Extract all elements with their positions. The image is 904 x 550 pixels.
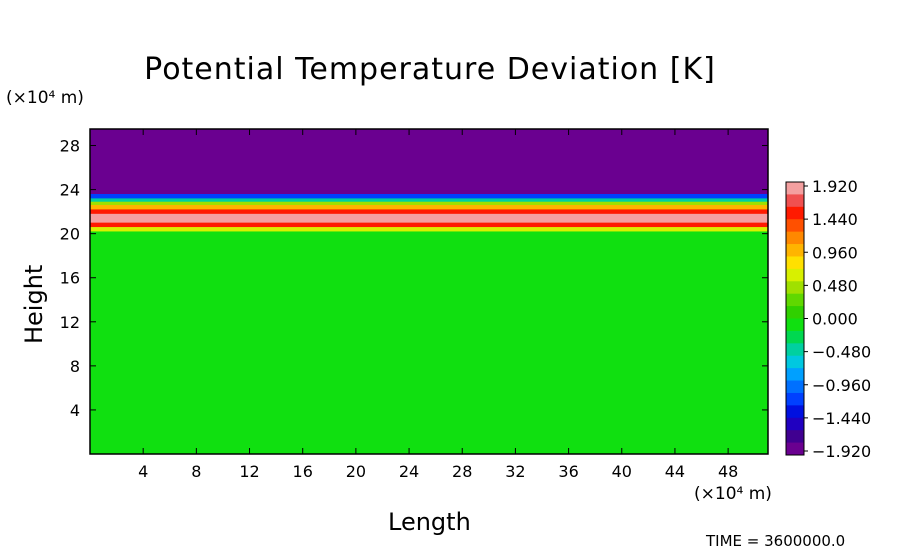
field-band [90,194,768,200]
temperature-field [90,129,768,454]
colorbar-swatch [786,405,804,419]
colorbar-swatch [786,442,804,456]
colorbar-label: 0.960 [812,243,858,262]
colorbar-swatch [786,219,804,233]
y-axis: 4 8 12 16 20 24 28 [60,137,768,420]
x-tick-label: 8 [191,462,201,481]
x-tick-label: 36 [558,462,578,481]
plot-frame [89,128,769,455]
colorbar-label: 0.000 [812,310,858,329]
colorbar-swatch [786,318,804,332]
colorbar-swatch [786,293,804,307]
x-axis-label: Length [388,508,471,536]
field-band [90,198,768,203]
colorbar-label: −0.480 [812,343,871,362]
field-band [90,209,768,215]
colorbar-swatch [786,355,804,369]
x-tick-label: 20 [346,462,366,481]
colorbar-swatch [786,206,804,220]
colorbar-swatch [786,392,804,406]
field-band [90,213,768,224]
x-tick-label: 40 [612,462,632,481]
colorbar-label: −1.440 [812,409,871,428]
colorbar-swatch [786,417,804,431]
y-tick-label: 28 [60,137,80,156]
colorbar-swatch [786,343,804,357]
colorbar-swatch [786,368,804,381]
colorbar-swatch [786,268,804,282]
colorbar-label: −1.920 [812,442,871,461]
field-band [90,129,768,195]
y-tick-label: 4 [70,401,80,420]
x-tick-label: 4 [138,462,148,481]
x-tick-label: 28 [452,462,472,481]
colorbar-swatch [786,281,804,295]
colorbar-label: 0.480 [812,276,858,295]
field-band [90,227,768,233]
colorbar-swatch [786,231,804,245]
colorbar-swatch [786,194,804,208]
y-tick-label: 24 [60,181,80,200]
y-tick-label: 8 [70,357,80,376]
x-axis-unit: (×10⁴ m) [694,484,772,504]
colorbar-label: −0.960 [812,376,871,395]
colorbar-label: 1.440 [812,210,858,229]
chart-title: Potential Temperature Deviation [K] [144,52,716,87]
field-band [90,205,768,211]
time-label: TIME = 3600000.0 [706,532,846,550]
field-band [90,231,768,454]
field-band [90,201,768,206]
x-tick-label: 16 [293,462,313,481]
x-tick-label: 12 [239,462,259,481]
y-tick-label: 12 [60,313,80,332]
y-axis-unit: (×10⁴ m) [6,88,84,108]
colorbar-swatch [786,380,804,394]
colorbar-swatch [786,306,804,319]
field-band [90,222,768,228]
colorbar-swatch [786,244,804,257]
y-tick-label: 16 [60,269,80,288]
colorbar-swatch [786,256,804,270]
x-tick-label: 32 [505,462,525,481]
colorbar-label: 1.920 [812,177,858,196]
x-tick-label: 24 [399,462,419,481]
x-tick-label: 44 [665,462,685,481]
x-tick-label: 48 [718,462,738,481]
x-axis: 4 8 12 16 20 24 28 32 36 40 44 48 [138,129,738,481]
colorbar-swatch [786,330,804,344]
colorbar: 1.920 1.440 0.960 0.480 0.000 −0.480 −0.960 −1.… [785,177,871,461]
colorbar-swatch [786,182,804,195]
colorbar-swatch [786,430,804,443]
y-tick-label: 20 [60,225,80,244]
